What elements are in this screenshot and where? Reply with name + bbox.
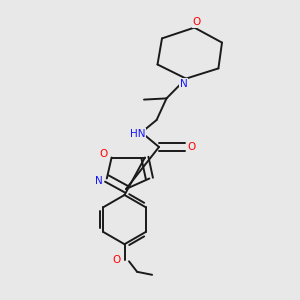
Text: O: O: [113, 255, 121, 265]
Text: O: O: [193, 17, 201, 27]
Text: O: O: [188, 142, 196, 152]
Text: N: N: [94, 176, 102, 186]
Text: O: O: [99, 149, 107, 159]
Text: N: N: [180, 79, 188, 89]
Text: HN: HN: [130, 129, 145, 139]
